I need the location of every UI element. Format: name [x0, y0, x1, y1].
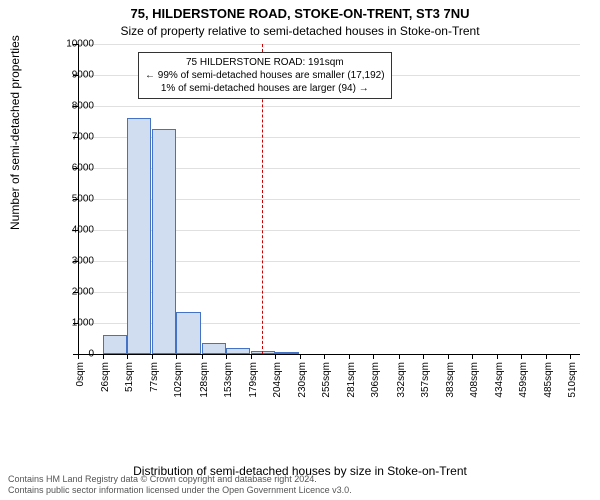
x-tick: [103, 354, 104, 359]
x-tick: [349, 354, 350, 359]
x-tick: [226, 354, 227, 359]
x-tick: [275, 354, 276, 359]
x-tick: [497, 354, 498, 359]
attribution-line1: Contains HM Land Registry data © Crown c…: [8, 474, 352, 485]
x-tick: [324, 354, 325, 359]
y-tick-label: 4000: [72, 225, 94, 236]
x-tick: [127, 354, 128, 359]
x-tick-label: 306sqm: [370, 362, 381, 398]
x-tick-label: 128sqm: [199, 362, 210, 398]
chart-title: 75, HILDERSTONE ROAD, STOKE-ON-TRENT, ST…: [0, 6, 600, 21]
x-tick-label: 204sqm: [272, 362, 283, 398]
attribution-line2: Contains public sector information licen…: [8, 485, 352, 496]
y-tick-label: 7000: [72, 132, 94, 143]
y-tick-label: 0: [88, 349, 94, 360]
plot-area: 0sqm 26sqm 51sqm 77sqm 102sqm 128sqm 153sqm 179…: [78, 44, 580, 414]
x-tick-label: 408sqm: [469, 362, 480, 398]
y-tick-label: 3000: [72, 256, 94, 267]
x-tick-label: 51sqm: [124, 362, 135, 392]
gridline: [78, 44, 580, 45]
x-tick: [373, 354, 374, 359]
histogram-bar: [152, 129, 176, 354]
x-tick-label: 459sqm: [518, 362, 529, 398]
x-tick-label: 357sqm: [420, 362, 431, 398]
x-tick: [251, 354, 252, 359]
chart-subtitle: Size of property relative to semi-detach…: [0, 24, 600, 38]
annotation-line3: 1% of semi-detached houses are larger (9…: [145, 82, 385, 95]
x-tick: [152, 354, 153, 359]
y-tick-label: 5000: [72, 194, 94, 205]
y-tick-label: 6000: [72, 163, 94, 174]
y-tick-label: 8000: [72, 101, 94, 112]
x-tick-label: 434sqm: [494, 362, 505, 398]
x-tick-label: 0sqm: [75, 362, 86, 386]
histogram-bar: [127, 118, 151, 354]
x-tick-label: 153sqm: [223, 362, 234, 398]
x-tick: [399, 354, 400, 359]
x-tick-label: 281sqm: [346, 362, 357, 398]
x-tick-label: 510sqm: [567, 362, 578, 398]
histogram-bar: [202, 343, 226, 354]
histogram-bar: [103, 335, 127, 354]
x-tick: [78, 354, 79, 359]
x-tick: [546, 354, 547, 359]
x-tick: [300, 354, 301, 359]
attribution-text: Contains HM Land Registry data © Crown c…: [8, 474, 352, 496]
x-tick-label: 230sqm: [297, 362, 308, 398]
x-tick-label: 102sqm: [173, 362, 184, 398]
x-tick-label: 26sqm: [100, 362, 111, 392]
x-tick: [472, 354, 473, 359]
x-tick-label: 255sqm: [321, 362, 332, 398]
x-tick: [521, 354, 522, 359]
x-tick: [570, 354, 571, 359]
x-tick-label: 383sqm: [445, 362, 456, 398]
annotation-line1: 75 HILDERSTONE ROAD: 191sqm: [145, 56, 385, 69]
x-tick-label: 332sqm: [396, 362, 407, 398]
x-tick: [423, 354, 424, 359]
histogram-bar: [176, 312, 200, 354]
gridline: [78, 106, 580, 107]
y-axis-label: Number of semi-detached properties: [8, 35, 22, 230]
x-tick: [202, 354, 203, 359]
x-tick: [176, 354, 177, 359]
x-tick-label: 77sqm: [149, 362, 160, 392]
annotation-box: 75 HILDERSTONE ROAD: 191sqm← 99% of semi…: [138, 52, 392, 99]
y-tick-label: 2000: [72, 287, 94, 298]
y-tick-label: 1000: [72, 318, 94, 329]
y-tick-label: 9000: [72, 70, 94, 81]
y-tick-label: 10000: [66, 39, 94, 50]
x-tick-label: 179sqm: [248, 362, 259, 398]
x-tick: [448, 354, 449, 359]
annotation-line2: ← 99% of semi-detached houses are smalle…: [145, 69, 385, 82]
x-tick-label: 485sqm: [543, 362, 554, 398]
